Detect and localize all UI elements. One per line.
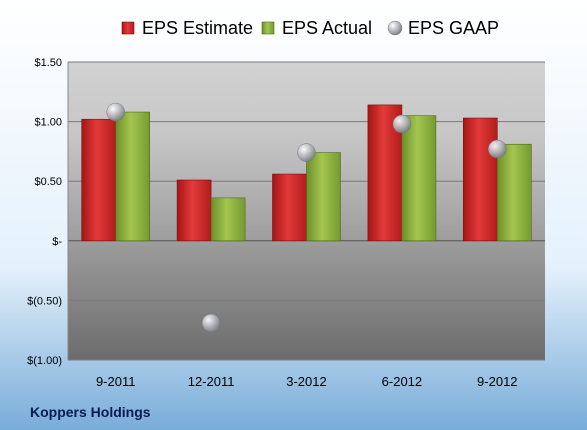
- bar-eps-estimate: [176, 179, 212, 242]
- bar-eps-estimate: [272, 173, 307, 242]
- legend-label: EPS Actual: [282, 18, 372, 38]
- y-tick-label: $(1.00): [27, 355, 62, 367]
- bar-eps-actual: [401, 115, 437, 242]
- bar-eps-estimate: [462, 117, 498, 242]
- y-axis-ticks: $1.50 $1.00 $0.50 $- $(0.50) $(1.00): [27, 57, 62, 367]
- legend-label: EPS GAAP: [408, 18, 499, 38]
- bars: [81, 104, 532, 242]
- bar-eps-actual: [210, 197, 246, 242]
- y-tick-label: $(0.50): [27, 295, 62, 307]
- y-tick-label: $-: [52, 236, 62, 248]
- point-eps-gaap: [201, 313, 221, 333]
- bar-eps-actual: [115, 111, 150, 242]
- legend: EPS Estimate EPS Actual EPS GAAP: [121, 18, 499, 38]
- legend-swatch: [261, 21, 275, 35]
- bar-eps-actual: [496, 143, 532, 242]
- y-tick-label: $1.50: [34, 57, 62, 69]
- legend-swatch: [121, 21, 135, 35]
- point-eps-gaap: [488, 139, 507, 159]
- x-category-label: 6-2012: [382, 374, 422, 389]
- point-eps-gaap: [392, 114, 412, 134]
- x-category-label: 12-2011: [188, 374, 235, 389]
- x-category-label: 3-2012: [286, 374, 326, 389]
- point-eps-gaap: [106, 102, 125, 122]
- x-axis-categories: 9-2011 12-2011 3-2012 6-2012 9-2012: [96, 374, 518, 389]
- y-tick-label: $0.50: [34, 176, 62, 188]
- legend-label: EPS Estimate: [142, 18, 253, 38]
- company-name: Koppers Holdings: [30, 404, 151, 420]
- y-tick-label: $1.00: [34, 117, 62, 129]
- bar-eps-actual: [306, 152, 341, 242]
- point-eps-gaap: [297, 143, 316, 162]
- legend-swatch: [387, 20, 403, 36]
- x-category-label: 9-2012: [477, 374, 517, 389]
- gaap-points: [106, 102, 507, 333]
- bar-eps-estimate: [81, 118, 116, 242]
- x-category-label: 9-2011: [96, 374, 136, 389]
